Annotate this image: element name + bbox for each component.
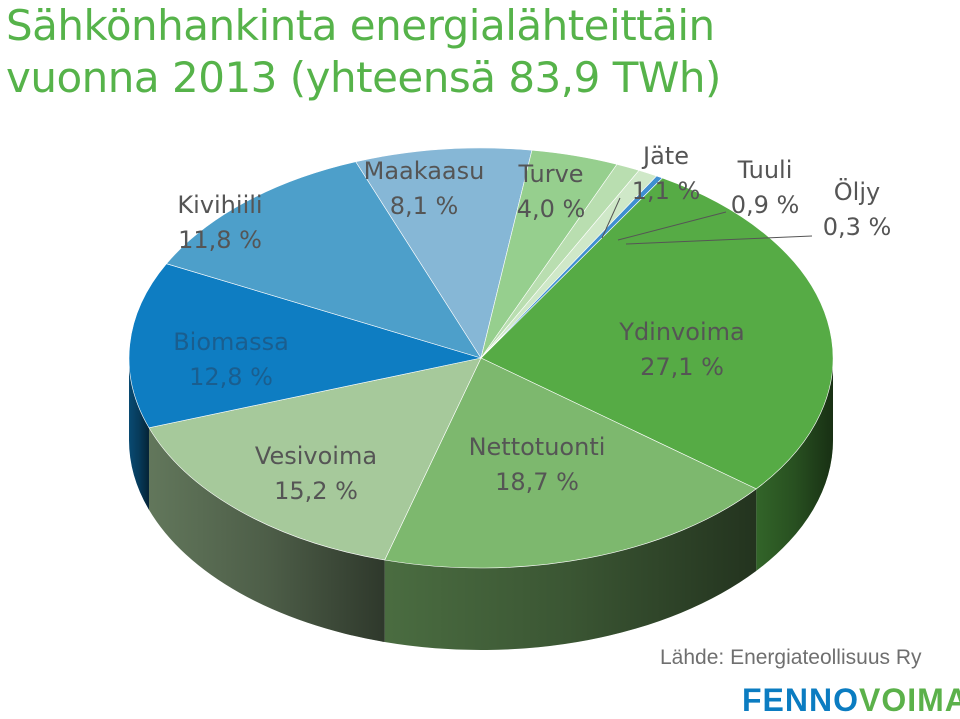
slice-labels: Ydinvoima 27,1 % Nettotuonti 18,7 % Vesivoim…: [173, 142, 891, 505]
label-value-jate: 1,1 %: [632, 177, 701, 205]
label-name-oljy: Öljy: [834, 177, 880, 206]
slice-vesivoima: [148, 357, 482, 561]
leader-oljy: [625, 235, 813, 245]
side-shade-biomassa: [129, 358, 149, 510]
chart-title: Sähkönhankinta energialähteittäin vuonna…: [6, 0, 946, 104]
pie-sides: [129, 358, 833, 650]
logo-part-2: VOIMA: [859, 682, 960, 718]
label-value-turve: 4,0 %: [517, 195, 586, 223]
slice-biomassa: [128, 263, 482, 429]
label-name-ydinvoima: Ydinvoima: [618, 318, 744, 346]
label-name-biomassa: Biomassa: [173, 328, 289, 356]
leader-lines: [601, 197, 813, 245]
leader-jate: [601, 197, 621, 239]
pie-slices: [128, 147, 834, 569]
label-name-tuuli: Tuuli: [737, 156, 793, 184]
label-value-ydinvoima: 27,1 %: [640, 353, 724, 381]
title-line-2: vuonna 2013 (yhteensä 83,9 TWh): [6, 53, 721, 102]
label-value-biomassa: 12,8 %: [189, 363, 273, 391]
slice-nettotuonti: [384, 357, 757, 569]
label-name-maakaasu: Maakaasu: [364, 157, 485, 185]
fennovoima-logo: FENNOVOIMA: [742, 682, 960, 719]
label-value-oljy: 0,3 %: [823, 213, 892, 241]
source-note: Lähde: Energiateollisuus Ry: [660, 646, 922, 669]
label-value-kivihiili: 11,8 %: [178, 226, 262, 254]
slice-maakaasu: [355, 147, 533, 359]
label-value-maakaasu: 8,1 %: [390, 192, 459, 220]
label-name-turve: Turve: [517, 160, 583, 188]
leader-tuuli: [617, 211, 727, 241]
label-value-tuuli: 0,9 %: [731, 191, 800, 219]
side-shade-ydinvoima: [756, 358, 833, 571]
slice-ydinvoima: [480, 177, 834, 490]
logo-part-1: FENNO: [742, 682, 859, 718]
label-name-vesivoima: Vesivoima: [255, 442, 377, 470]
title-line-1: Sähkönhankinta energialähteittäin: [6, 1, 715, 50]
label-name-kivihiili: Kivihiili: [177, 191, 262, 219]
side-shade-vesivoima: [148, 427, 385, 642]
label-name-jate: Jäte: [641, 142, 689, 170]
label-name-nettotuonti: Nettotuonti: [469, 433, 606, 461]
slice-kivihiili: [165, 161, 482, 359]
side-shade-nettotuonti: [384, 488, 757, 650]
label-value-vesivoima: 15,2 %: [274, 477, 358, 505]
slice-oljy: [480, 175, 663, 359]
label-value-nettotuonti: 18,7 %: [495, 468, 579, 496]
